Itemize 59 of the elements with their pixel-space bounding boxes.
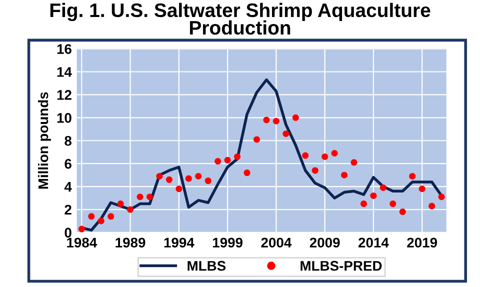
point [418,186,426,192]
point [409,172,416,180]
point [156,172,163,180]
chart-title: Fig. 1. U.S. Saltwater Shrimp Aquaculture Production [50,2,430,35]
point [146,194,154,200]
y-tick-label: 0 [64,228,72,238]
point [195,172,202,180]
point [380,184,386,191]
point [214,158,222,165]
point [185,175,192,182]
x-tick-label: 1994 [164,238,194,248]
x-tick-label: 2014 [358,238,389,248]
point [438,194,445,200]
point [302,152,309,159]
point [253,136,260,143]
x-tick-label: 1999 [212,238,242,248]
point [176,186,182,192]
point [399,208,406,216]
legend-label: MLBS [188,260,226,271]
point [117,200,124,208]
point [370,192,377,199]
y-tick-label: 6 [64,158,72,169]
point [98,218,104,224]
y-tick-label: 8 [64,136,72,146]
point [108,213,114,220]
y-tick-label: 12 [57,90,72,100]
point [263,116,270,124]
point [322,153,328,160]
y-tick-label: 4 [64,182,72,192]
point [390,200,396,208]
point [428,202,436,210]
point [88,213,95,220]
point [127,206,134,213]
x-tick-label: 1989 [116,238,146,248]
x-tick-label: 1984 [67,238,98,248]
point [331,150,338,157]
x-tick-label: 2019 [407,238,438,248]
y-tick-label: 2 [64,204,72,215]
point [234,153,241,160]
x-tick-label: 2009 [310,238,340,248]
y-tick-label: 10 [57,113,72,123]
point [224,156,231,164]
point [272,118,280,124]
point [204,178,212,184]
x-tick-label: 2004 [261,238,292,248]
point [78,226,85,232]
point [166,176,172,183]
point [312,167,318,174]
point [282,130,290,137]
point [244,170,250,176]
y-tick-label: 16 [57,44,72,54]
point [360,200,367,208]
y-tick-label: 14 [57,67,72,77]
y-axis-title: Million pounds [38,92,51,189]
legend-label: MLBS-PRED [300,260,382,271]
point [350,159,358,166]
point [136,194,144,200]
point [341,172,348,178]
point [292,114,299,121]
